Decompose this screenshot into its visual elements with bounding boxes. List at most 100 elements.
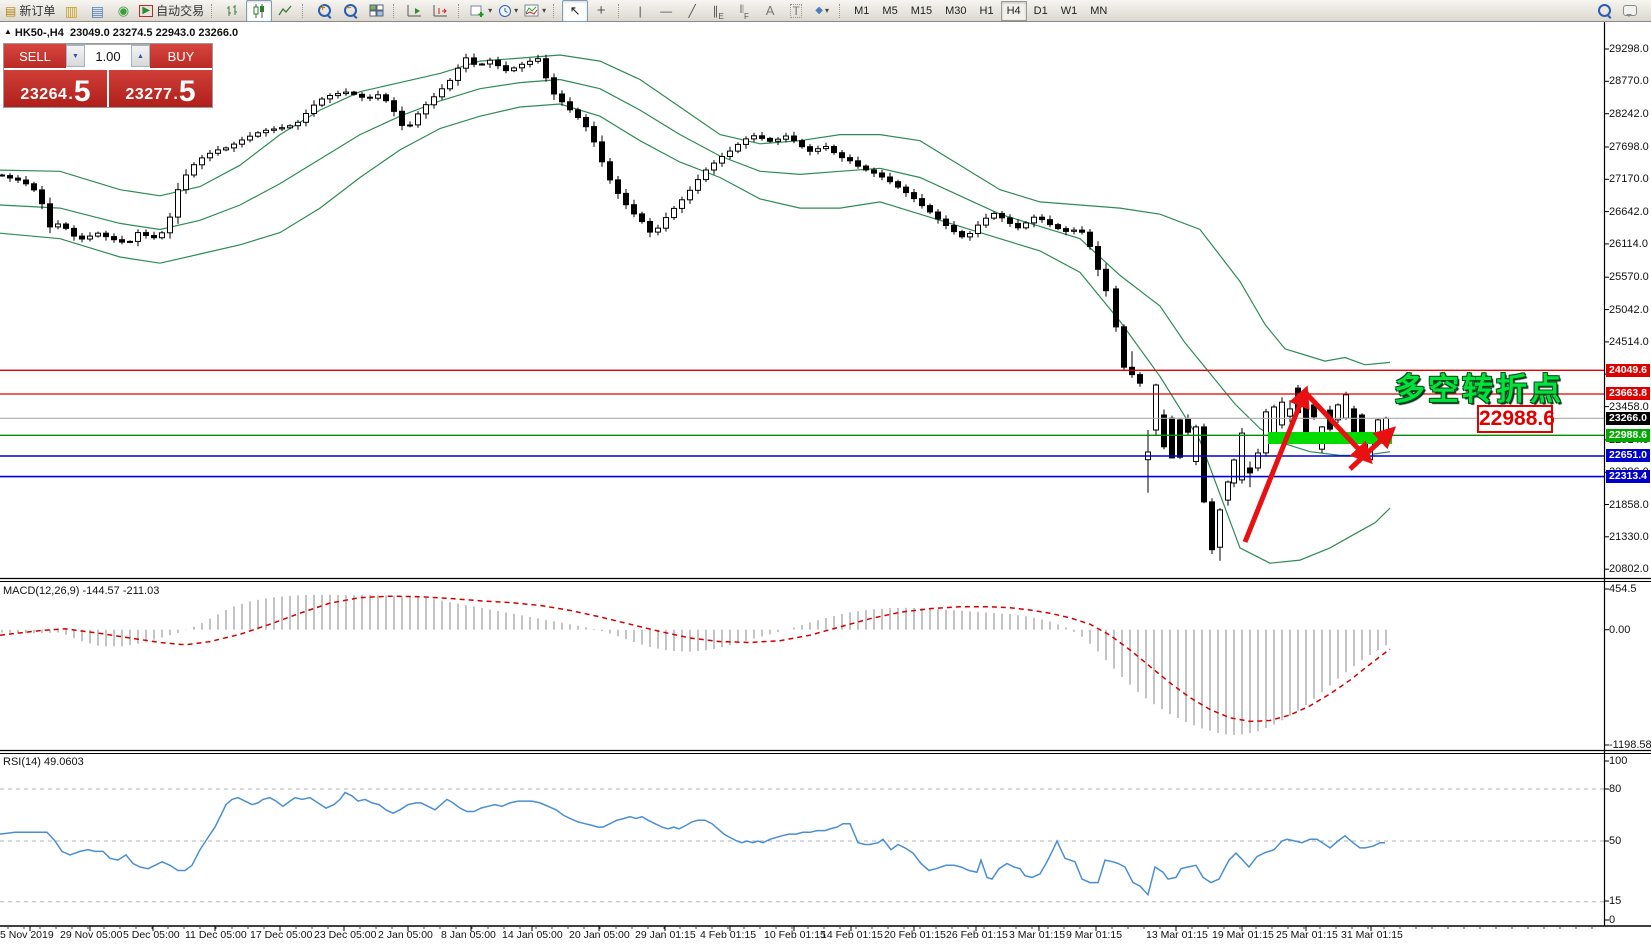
line-chart-button[interactable] bbox=[272, 0, 298, 22]
price-tick-label: 25570.0 bbox=[1609, 271, 1649, 284]
channel-icon: ∥ bbox=[712, 3, 719, 18]
signals-button[interactable]: ◉ bbox=[110, 0, 136, 22]
toolbar: ▤ 新订单 ▥ ▤ ◉ ▶ 自动交易 ▾ ▾ ▾ ↖ + | bbox=[0, 0, 1651, 22]
chart-header: ▲ HK50-,H4 23049.0 23274.5 22943.0 23266.… bbox=[4, 27, 238, 39]
timeframe-button-M30[interactable]: M30 bbox=[945, 4, 967, 17]
time-tick-label: 25 Mar 01:15 bbox=[1276, 929, 1338, 941]
crosshair-button[interactable]: + bbox=[588, 0, 614, 22]
data-window-button[interactable]: ▤ bbox=[84, 0, 110, 22]
time-tick-label: 3 Mar 01:15 bbox=[1009, 929, 1066, 941]
macd-signal-line bbox=[0, 595, 1391, 723]
volume-input[interactable]: 1.00 bbox=[85, 45, 131, 67]
horizontal-line-button[interactable]: — bbox=[653, 0, 679, 22]
timeframe-button-MN[interactable]: MN bbox=[1090, 4, 1108, 17]
buy-button[interactable]: BUY bbox=[150, 44, 212, 68]
buy-price-button[interactable]: 23277. 5 bbox=[109, 70, 212, 107]
profiles-button[interactable]: ▾ bbox=[495, 0, 521, 22]
chart-shift-icon bbox=[433, 4, 448, 16]
bar-chart-button[interactable] bbox=[220, 0, 246, 22]
red-arrow-1[interactable] bbox=[1242, 385, 1310, 543]
indicator-tick-label: 100 bbox=[1609, 755, 1628, 767]
channel-button[interactable]: ∥ E bbox=[705, 0, 731, 22]
window-icon: ▤ bbox=[90, 2, 104, 19]
timeframe-button-H1[interactable]: H1 bbox=[979, 4, 994, 17]
price-marker-22313.4: 22313.4 bbox=[1606, 470, 1650, 484]
book-icon: ▥ bbox=[64, 2, 78, 19]
buy-price-main: 23277 bbox=[125, 86, 173, 103]
spin-down-icon: ▼ bbox=[72, 52, 79, 60]
text-label-button[interactable]: T bbox=[783, 0, 809, 22]
sell-price-main: 23264 bbox=[20, 86, 68, 103]
clock-icon bbox=[499, 4, 512, 17]
timeframe-button-H4[interactable]: H4 bbox=[1000, 0, 1027, 21]
time-tick-label: 17 Dec 05:00 bbox=[250, 929, 313, 941]
trendline-button[interactable]: ╱ bbox=[679, 0, 705, 22]
autotrading-button[interactable]: ▶ 自动交易 bbox=[136, 0, 207, 22]
separator bbox=[553, 3, 558, 18]
price-tick-label: 26114.0 bbox=[1609, 237, 1648, 250]
rsi-label: RSI(14) 49.0603 bbox=[3, 756, 84, 768]
time-tick-label: 26 Feb 01:15 bbox=[946, 929, 1008, 941]
time-tick-label: 29 Jan 01:15 bbox=[635, 929, 696, 941]
price-tick-label: 29298.0 bbox=[1609, 43, 1649, 55]
spin-up-icon: ▲ bbox=[137, 52, 144, 60]
price-tag-annotation[interactable]: 22988.6 bbox=[1477, 405, 1555, 433]
timeframe-button-M15[interactable]: M15 bbox=[910, 4, 933, 17]
vertical-line-icon: | bbox=[638, 3, 642, 18]
fibonacci-button[interactable]: ⫴ F bbox=[731, 0, 757, 22]
sell-price-button[interactable]: 23264. 5 bbox=[4, 70, 107, 107]
vertical-line-button[interactable]: | bbox=[627, 0, 653, 22]
tile-windows-button[interactable] bbox=[363, 0, 389, 22]
volume-down-button[interactable]: ▼ bbox=[66, 45, 85, 67]
turning-point-annotation[interactable]: 多空转折点 bbox=[1394, 372, 1564, 407]
timeframe-button-M1[interactable]: M1 bbox=[854, 4, 870, 17]
red-arrow-3[interactable] bbox=[1348, 426, 1397, 471]
chat-button[interactable] bbox=[1617, 0, 1643, 22]
indicator-tick-label: 0.00 bbox=[1609, 623, 1631, 636]
indicator-tick-label: 15 bbox=[1609, 895, 1622, 907]
buy-label: BUY bbox=[167, 48, 195, 64]
timeframe-button-M5[interactable]: M5 bbox=[882, 4, 898, 17]
crosshair-icon: + bbox=[596, 2, 606, 19]
sell-price-big: 5 bbox=[73, 75, 91, 108]
search-button[interactable] bbox=[1591, 0, 1617, 22]
symbol-period-label: HK50-,H4 bbox=[14, 27, 64, 39]
new-chart-button[interactable]: ▾ bbox=[467, 0, 495, 22]
chart-canvas[interactable] bbox=[0, 22, 1651, 949]
candlestick-button[interactable] bbox=[246, 0, 273, 22]
chart-shift-button[interactable] bbox=[428, 0, 454, 22]
chevron-down-icon: ▾ bbox=[514, 6, 519, 15]
time-tick-label: 9 Mar 01:15 bbox=[1066, 929, 1123, 941]
timeframe-button-D1[interactable]: D1 bbox=[1033, 4, 1048, 17]
indicator-tick-label: 50 bbox=[1609, 835, 1622, 847]
sell-button[interactable]: SELL bbox=[4, 44, 66, 68]
volume-up-button[interactable]: ▲ bbox=[131, 45, 150, 67]
timeframe-group: M1 M5 M15 M30 H1 H4 D1 W1 MN bbox=[848, 0, 1113, 21]
timeframe-button-W1[interactable]: W1 bbox=[1060, 4, 1078, 17]
time-tick-label: 4 Feb 01:15 bbox=[700, 929, 757, 941]
time-tick-label: 14 Feb 01:15 bbox=[821, 929, 883, 941]
shapes-icon: ◆ bbox=[815, 4, 823, 16]
red-arrow-2[interactable] bbox=[1301, 388, 1373, 465]
price-tick-label: 24514.0 bbox=[1609, 335, 1649, 348]
cursor-button[interactable]: ↖ bbox=[562, 0, 589, 22]
indicator-tick-label: 454.5 bbox=[1609, 583, 1637, 595]
indicators-button[interactable]: ▾ bbox=[521, 0, 549, 22]
buy-price-big: 5 bbox=[178, 75, 196, 108]
channel-sub-label: E bbox=[718, 11, 724, 21]
price-tick-label: 23458.0 bbox=[1609, 400, 1649, 413]
time-tick-label: 14 Jan 05:00 bbox=[502, 929, 563, 941]
shapes-button[interactable]: ◆ ▾ bbox=[809, 0, 835, 22]
market-watch-button[interactable]: ▥ bbox=[58, 0, 84, 22]
ohlc-values: 23049.0 23274.5 22943.0 23266.0 bbox=[69, 27, 239, 39]
zoom-in-button[interactable] bbox=[311, 0, 337, 22]
text-button[interactable]: A bbox=[757, 0, 783, 22]
indicator-tick-label: 0 bbox=[1609, 914, 1616, 926]
time-tick-label: 19 Mar 01:15 bbox=[1212, 929, 1274, 941]
time-tick-label: 31 Mar 01:15 bbox=[1341, 929, 1403, 941]
volume-box: ▼ 1.00 ▲ bbox=[66, 44, 150, 68]
bollinger-middle-band bbox=[0, 78, 1391, 456]
auto-scroll-button[interactable] bbox=[402, 0, 428, 22]
zoom-out-button[interactable] bbox=[337, 0, 363, 22]
new-order-button[interactable]: ▤ 新订单 bbox=[2, 0, 58, 22]
